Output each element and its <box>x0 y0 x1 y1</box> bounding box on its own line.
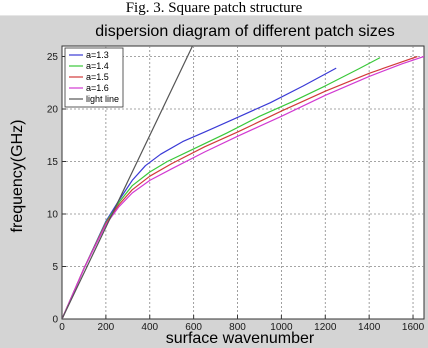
legend-label: a=1.5 <box>86 72 109 82</box>
chart-panel: dispersion diagram of different patch si… <box>0 15 428 348</box>
series-line-2 <box>62 57 381 319</box>
series-lines <box>62 46 424 319</box>
figure-caption: Fig. 3. Square patch structure <box>125 0 303 16</box>
legend-label: light line <box>86 94 119 104</box>
x-tick-label: 400 <box>141 322 158 333</box>
legend-label: a=1.4 <box>86 61 109 71</box>
x-tick-label: 1400 <box>358 322 381 333</box>
dispersion-chart: dispersion diagram of different patch si… <box>9 23 425 347</box>
x-tick-label: 1600 <box>402 322 425 333</box>
y-axis-title: frequency(GHz) <box>9 120 26 233</box>
x-tick-label: 1000 <box>270 322 293 333</box>
series-line-5 <box>62 46 194 319</box>
y-axis-ticks: 0 5 10 15 20 25 <box>47 52 66 326</box>
x-axis-title: surface wavenumber <box>166 330 315 347</box>
series-line-1 <box>62 67 337 319</box>
x-tick-label: 0 <box>59 322 65 333</box>
x-axis-ticks: 0 200 400 600 800 1000 1200 1400 1600 <box>59 315 425 333</box>
y-tick-label: 25 <box>47 52 59 63</box>
series-line-3 <box>62 55 418 319</box>
y-tick-label: 15 <box>47 157 59 168</box>
x-tick-label: 800 <box>229 322 246 333</box>
x-tick-label: 1200 <box>314 322 337 333</box>
x-tick-label: 200 <box>98 322 115 333</box>
y-tick-label: 10 <box>47 210 59 221</box>
legend-label: a=1.6 <box>86 83 109 93</box>
y-tick-label: 0 <box>52 315 58 326</box>
legend-label: a=1.3 <box>86 50 109 60</box>
y-tick-label: 5 <box>52 262 58 273</box>
y-tick-label: 20 <box>47 105 59 116</box>
chart-title: dispersion diagram of different patch si… <box>95 23 394 40</box>
x-tick-label: 600 <box>185 322 202 333</box>
